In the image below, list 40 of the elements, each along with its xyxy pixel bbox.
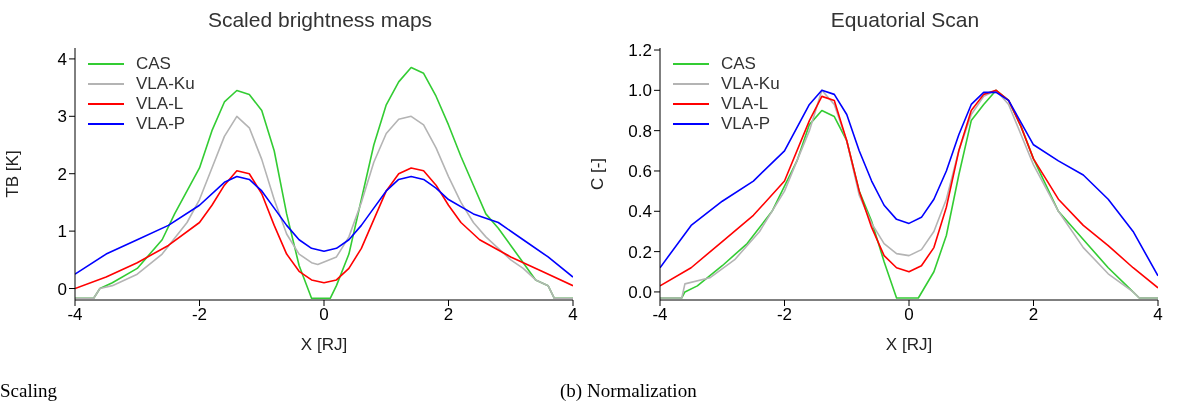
legend-label: VLA-P [721,114,771,134]
x-tick-label: -4 [67,305,83,325]
line-series [75,175,573,278]
y-tick-label: 1.2 [628,41,652,61]
y-tick-label: 3 [57,107,67,127]
legend-label: CAS [721,54,756,74]
x-tick-label: -4 [652,305,668,325]
x-tick-label: 4 [1153,305,1163,325]
y-tick-label: 0.2 [628,242,652,262]
x-tick-label: 0 [904,305,914,325]
y-tick-label: 0.6 [628,162,652,182]
y-axis-title: C [-] [588,157,608,191]
x-tick-label: -2 [776,305,793,325]
y-axis-title: TB [K] [3,150,23,198]
x-axis-title: X [RJ] [300,335,348,354]
legend-label: VLA-P [136,114,186,134]
legend-label: VLA-Ku [136,74,195,94]
chart-title: Equatorial Scan [829,8,981,32]
y-tick-label: 0.8 [628,121,652,141]
x-tick-label: 2 [443,305,454,325]
y-tick-label: 1 [57,222,67,242]
y-tick-label: 1.0 [628,81,652,101]
y-tick-label: 2 [57,164,67,184]
y-tick-label: 0.0 [628,282,652,302]
legend-label: VLA-L [136,94,184,114]
text: Scaling [0,380,57,402]
text: (b) Normalization [560,380,697,402]
x-tick-label: 2 [1028,305,1039,325]
chart-title: Scaled brightness maps [206,8,434,32]
line-series [75,167,573,290]
x-tick-label: -2 [191,305,208,325]
x-tick-label: 0 [319,305,329,325]
y-tick-label: 0.4 [628,202,652,222]
legend-label: VLA-L [721,94,769,114]
x-axis-title: X [RJ] [885,335,933,354]
x-tick-label: 4 [568,305,578,325]
legend-label: VLA-Ku [721,74,780,94]
legend-label: CAS [136,54,171,74]
y-tick-label: 0 [57,279,67,299]
y-tick-label: 4 [57,49,67,69]
